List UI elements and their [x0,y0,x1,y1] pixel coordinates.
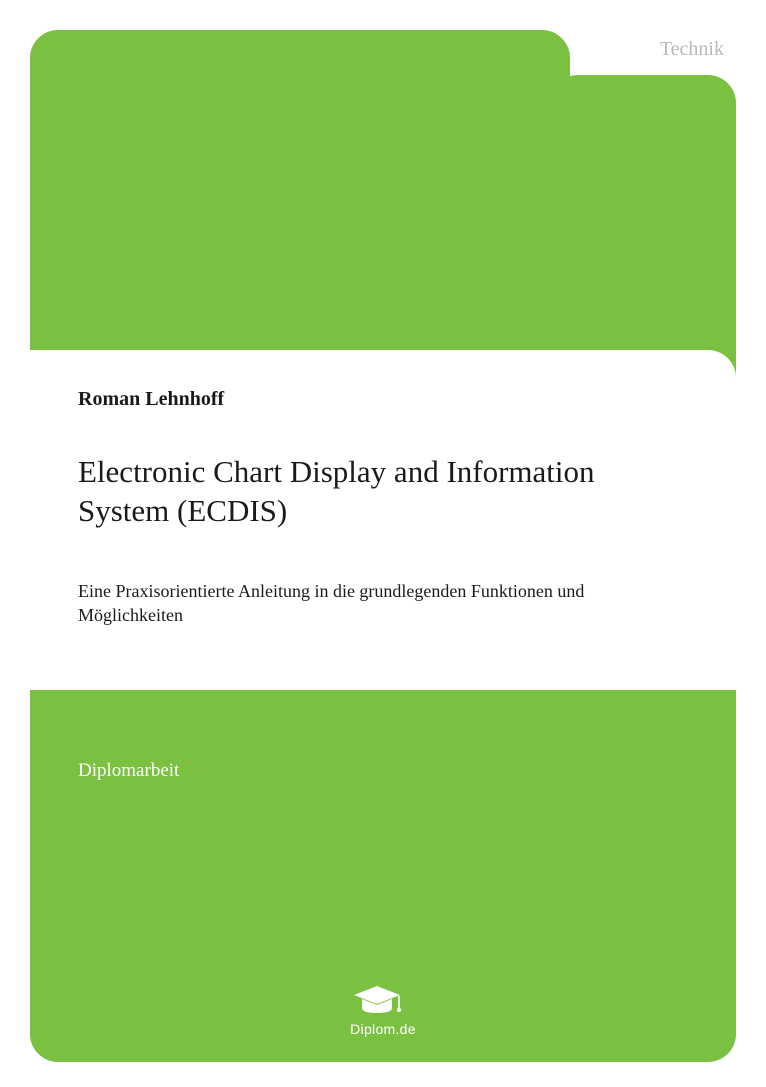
publisher-name: Diplom.de [350,1021,416,1037]
author-name: Roman Lehnhoff [78,388,688,411]
document-title: Electronic Chart Display and Information… [78,453,688,531]
publisher-logo-container: Diplom.de [0,983,766,1039]
document-type-label: Diplomarbeit [78,760,179,782]
green-panel-top-right [550,75,736,390]
document-subtitle: Eine Praxisorientierte Anleitung in die … [78,579,688,628]
category-label: Technik [660,38,724,61]
green-panel-top [30,30,570,390]
title-card: Roman Lehnhoff Electronic Chart Display … [30,350,736,690]
graduation-cap-icon [350,983,404,1019]
publisher-logo: Diplom.de [350,983,416,1037]
